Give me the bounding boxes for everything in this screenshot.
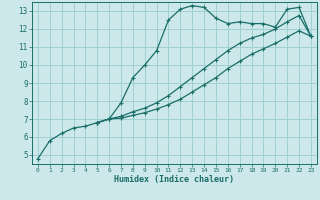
X-axis label: Humidex (Indice chaleur): Humidex (Indice chaleur) (115, 175, 234, 184)
